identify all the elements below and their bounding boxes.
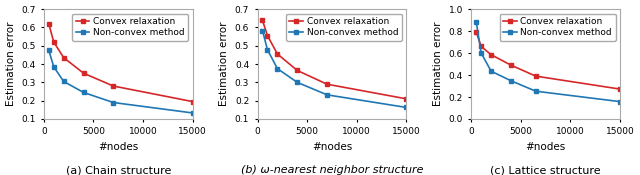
Convex relaxation bbox=[323, 83, 331, 85]
Convex relaxation bbox=[264, 35, 271, 37]
Non-convex method bbox=[189, 112, 196, 114]
Convex relaxation bbox=[472, 31, 480, 33]
Non-convex method bbox=[532, 90, 540, 92]
Non-convex method bbox=[79, 91, 87, 93]
Convex relaxation bbox=[189, 101, 196, 103]
Y-axis label: Estimation error: Estimation error bbox=[6, 22, 15, 106]
Text: (c) Lattice structure: (c) Lattice structure bbox=[490, 165, 601, 175]
Non-convex method bbox=[507, 80, 515, 82]
Convex relaxation bbox=[487, 54, 495, 56]
Convex relaxation bbox=[293, 69, 301, 72]
Text: (b) ω-nearest neighbor structure: (b) ω-nearest neighbor structure bbox=[241, 165, 423, 175]
Non-convex method bbox=[477, 52, 485, 54]
Line: Convex relaxation: Convex relaxation bbox=[474, 30, 623, 92]
Non-convex method bbox=[109, 102, 117, 104]
Convex relaxation bbox=[616, 88, 624, 90]
X-axis label: #nodes: #nodes bbox=[312, 142, 352, 152]
Legend: Convex relaxation, Non-convex method: Convex relaxation, Non-convex method bbox=[286, 14, 402, 41]
Non-convex method bbox=[323, 94, 331, 96]
Convex relaxation bbox=[45, 23, 52, 25]
Convex relaxation bbox=[477, 45, 485, 47]
Legend: Convex relaxation, Non-convex method: Convex relaxation, Non-convex method bbox=[500, 14, 616, 41]
Non-convex method bbox=[273, 68, 281, 70]
Non-convex method bbox=[293, 81, 301, 83]
Convex relaxation bbox=[403, 98, 410, 100]
Line: Convex relaxation: Convex relaxation bbox=[46, 21, 195, 104]
Convex relaxation bbox=[60, 57, 67, 59]
Line: Non-convex method: Non-convex method bbox=[260, 28, 409, 110]
Non-convex method bbox=[45, 49, 52, 51]
Non-convex method bbox=[264, 49, 271, 51]
Non-convex method bbox=[50, 66, 58, 68]
Line: Convex relaxation: Convex relaxation bbox=[260, 18, 409, 101]
Line: Non-convex method: Non-convex method bbox=[46, 48, 195, 115]
X-axis label: #nodes: #nodes bbox=[525, 142, 566, 152]
Non-convex method bbox=[472, 21, 480, 23]
Convex relaxation bbox=[50, 41, 58, 43]
Non-convex method bbox=[487, 70, 495, 72]
Legend: Convex relaxation, Non-convex method: Convex relaxation, Non-convex method bbox=[72, 14, 188, 41]
Convex relaxation bbox=[109, 85, 117, 87]
Non-convex method bbox=[60, 80, 67, 82]
Convex relaxation bbox=[259, 19, 266, 22]
Convex relaxation bbox=[79, 72, 87, 74]
Y-axis label: Estimation error: Estimation error bbox=[433, 22, 443, 106]
X-axis label: #nodes: #nodes bbox=[98, 142, 138, 152]
Convex relaxation bbox=[532, 75, 540, 77]
Y-axis label: Estimation error: Estimation error bbox=[220, 22, 229, 106]
Convex relaxation bbox=[273, 53, 281, 55]
Non-convex method bbox=[616, 101, 624, 103]
Non-convex method bbox=[403, 106, 410, 108]
Convex relaxation bbox=[507, 64, 515, 66]
Line: Non-convex method: Non-convex method bbox=[474, 19, 623, 104]
Text: (a) Chain structure: (a) Chain structure bbox=[65, 165, 171, 175]
Non-convex method bbox=[259, 30, 266, 32]
